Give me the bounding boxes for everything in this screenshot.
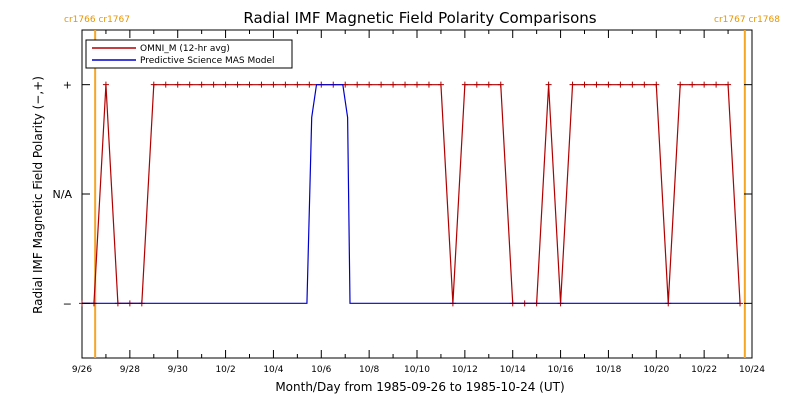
data-series — [79, 81, 744, 307]
data-point-marker — [701, 81, 708, 88]
carrington-label: cr1766 cr1767 — [64, 15, 130, 25]
x-tick-label: 10/12 — [452, 365, 478, 375]
data-point-marker — [461, 81, 468, 88]
data-point-marker — [150, 81, 157, 88]
series-line-omni — [82, 84, 741, 304]
x-tick-label: 9/28 — [120, 365, 140, 375]
data-point-marker — [725, 81, 732, 88]
data-point-marker — [581, 81, 588, 88]
data-point-marker — [162, 81, 169, 88]
data-point-marker — [258, 81, 265, 88]
data-point-marker — [605, 81, 612, 88]
legend-entry-mas: Predictive Science MAS Model — [140, 56, 275, 66]
x-tick-label: 9/30 — [168, 365, 188, 375]
data-point-marker — [366, 81, 373, 88]
data-point-marker — [354, 81, 361, 88]
carrington-label: cr1767 cr1768 — [714, 15, 780, 25]
carrington-label-after: cr1767 — [98, 15, 130, 25]
data-point-marker — [641, 81, 648, 88]
data-point-marker — [569, 81, 576, 88]
data-point-marker — [306, 81, 313, 88]
data-point-marker — [390, 81, 397, 88]
data-point-marker — [402, 81, 409, 88]
data-point-marker — [270, 81, 277, 88]
data-point-marker — [593, 81, 600, 88]
data-point-marker — [437, 81, 444, 88]
data-point-marker — [378, 81, 385, 88]
x-tick-label: 9/26 — [72, 365, 92, 375]
x-tick-label: 10/6 — [311, 365, 331, 375]
carrington-label-after: cr1768 — [748, 15, 780, 25]
data-point-marker — [294, 81, 301, 88]
y-axis-label: Radial IMF Magnetic Field Polarity (−,+) — [31, 76, 45, 314]
data-point-marker — [174, 81, 181, 88]
data-point-marker — [713, 81, 720, 88]
data-point-marker — [425, 81, 432, 88]
carrington-label-before: cr1767 — [714, 15, 746, 25]
data-point-marker — [186, 81, 193, 88]
legend-box — [85, 39, 293, 69]
legend-entry-omni: OMNI_M (12-hr avg) — [140, 44, 230, 54]
data-point-marker — [689, 81, 696, 88]
axes: 9/26 9/28 9/30 10/2 10/4 10/6 10/8 10/10 10/12 10… — [53, 30, 765, 375]
legend: OMNI_M (12-hr avg) Predictive Science MA… — [85, 39, 293, 69]
y-tick-label: − — [63, 297, 72, 310]
data-point-marker — [282, 81, 289, 88]
x-tick-label: 10/14 — [500, 365, 526, 375]
data-point-marker — [617, 81, 624, 88]
carrington-label-before: cr1766 — [64, 15, 96, 25]
data-point-marker — [414, 81, 420, 88]
data-point-marker — [497, 81, 504, 88]
plot-area-border — [81, 29, 753, 359]
series-line-mas — [82, 84, 741, 304]
x-tick-label: 10/8 — [359, 365, 379, 375]
x-tick-label: 10/18 — [595, 365, 621, 375]
data-point-marker — [102, 81, 109, 88]
x-tick-label: 10/20 — [643, 365, 669, 375]
x-tick-label: 10/22 — [691, 365, 717, 375]
chart-title: Radial IMF Magnetic Field Polarity Compa… — [243, 9, 596, 27]
data-point-marker — [234, 81, 241, 88]
x-tick-label: 10/2 — [215, 365, 235, 375]
data-point-marker — [545, 81, 552, 88]
x-tick-label: 10/10 — [404, 365, 430, 375]
data-point-marker — [473, 81, 480, 88]
data-point-marker — [629, 81, 636, 88]
x-tick-label: 10/24 — [739, 365, 765, 375]
data-point-marker — [246, 81, 253, 88]
data-point-marker — [222, 81, 229, 88]
y-tick-label: + — [63, 79, 72, 92]
x-tick-label: 10/16 — [548, 365, 574, 375]
data-point-marker — [210, 81, 217, 88]
plot-frame — [81, 29, 753, 359]
data-point-marker — [653, 81, 660, 88]
data-point-marker — [677, 81, 684, 88]
y-tick-label: N/A — [53, 188, 73, 201]
data-point-marker — [198, 81, 205, 88]
x-tick-label: 10/4 — [263, 365, 283, 375]
data-point-marker — [485, 81, 492, 88]
x-axis-label: Month/Day from 1985-09-26 to 1985-10-24 … — [275, 380, 564, 394]
